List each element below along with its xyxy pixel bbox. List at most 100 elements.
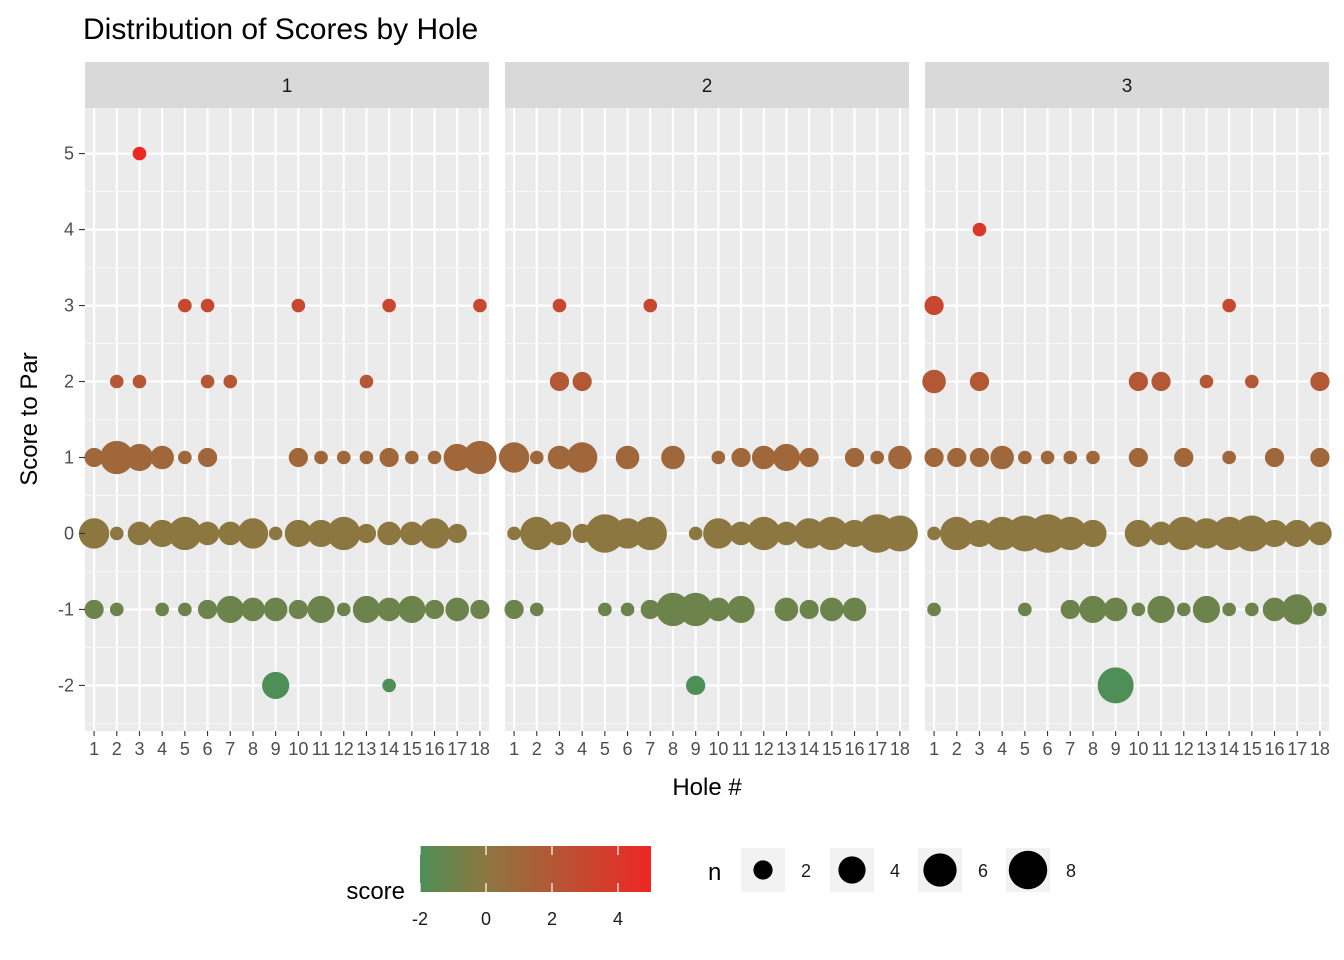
data-point: [612, 518, 643, 549]
x-tick-label: 2: [532, 739, 542, 759]
facet-strip-label: 3: [1122, 76, 1133, 97]
x-tick-label: 16: [1265, 739, 1285, 759]
x-tick-label: 7: [225, 739, 235, 759]
data-point: [969, 447, 990, 468]
data-point: [1053, 516, 1087, 551]
data-point: [109, 602, 124, 617]
data-point: [520, 516, 554, 551]
x-tick-label: 18: [890, 739, 910, 759]
data-point: [1282, 594, 1313, 625]
y-tick-label: -1: [58, 599, 74, 619]
x-tick-label: 7: [1065, 739, 1075, 759]
data-point: [552, 298, 567, 313]
x-tick-label: 5: [180, 739, 190, 759]
data-point: [382, 298, 396, 313]
data-point: [1233, 515, 1270, 552]
colorbar-label: 2: [547, 909, 557, 929]
data-point: [377, 597, 401, 622]
x-tick-label: 10: [1128, 739, 1148, 759]
facet-strip-label: 1: [282, 76, 293, 97]
data-point: [969, 371, 990, 392]
data-point: [1283, 519, 1311, 548]
x-tick-label: 1: [89, 739, 99, 759]
data-point: [688, 526, 703, 541]
x-tick-label: 10: [708, 739, 728, 759]
size-legend-label: 8: [1066, 861, 1076, 881]
data-point: [888, 445, 912, 470]
data-point: [195, 521, 220, 546]
x-tick-label: 8: [248, 739, 258, 759]
x-tick-label: 14: [379, 739, 399, 759]
data-point: [640, 599, 660, 620]
data-point: [1018, 602, 1032, 617]
data-point: [1149, 521, 1173, 546]
data-point: [1124, 519, 1152, 548]
data-point: [314, 450, 328, 465]
data-point: [1103, 597, 1128, 622]
data-point: [881, 515, 918, 552]
data-point: [352, 595, 381, 624]
y-tick-label: -2: [58, 675, 74, 695]
data-point: [1128, 371, 1148, 392]
data-point: [940, 516, 974, 551]
data-point: [572, 371, 592, 392]
data-point: [100, 440, 134, 475]
data-point: [706, 597, 731, 622]
data-point: [620, 602, 635, 617]
size-legend-dot: [1008, 850, 1048, 890]
data-point: [1086, 450, 1100, 465]
data-point: [1222, 450, 1236, 465]
x-tick-label: 5: [600, 739, 610, 759]
data-point: [424, 599, 445, 620]
data-point: [498, 442, 530, 473]
data-point: [1174, 447, 1194, 468]
data-point: [197, 599, 218, 620]
data-point: [844, 447, 865, 468]
data-point: [1264, 447, 1285, 468]
x-tick-label: 3: [554, 739, 564, 759]
size-legend-title: n: [708, 859, 721, 886]
y-axis-title: Score to Par: [16, 352, 43, 485]
x-tick-label: 1: [509, 739, 519, 759]
data-point: [1151, 371, 1171, 392]
x-tick-label: 4: [157, 739, 167, 759]
data-point: [155, 602, 169, 617]
data-point: [470, 599, 490, 620]
data-point: [359, 374, 374, 389]
data-point: [1262, 597, 1287, 622]
data-point: [84, 447, 104, 468]
data-point: [711, 450, 726, 465]
x-tick-label: 3: [974, 739, 984, 759]
data-point: [924, 295, 944, 316]
data-point: [1310, 447, 1330, 468]
x-tick-label: 11: [732, 739, 751, 759]
x-tick-label: 9: [691, 739, 701, 759]
data-point: [1192, 595, 1221, 624]
x-tick-label: 4: [577, 739, 587, 759]
data-point: [400, 521, 424, 546]
data-point: [427, 450, 442, 465]
x-tick-label: 13: [776, 739, 796, 759]
facet-strip-label: 2: [702, 76, 713, 97]
data-point: [377, 521, 401, 546]
data-point: [405, 450, 419, 465]
data-point: [870, 450, 885, 465]
data-point: [379, 447, 399, 468]
size-legend: n 2 4 6 8: [708, 848, 1076, 892]
data-point: [731, 447, 751, 468]
data-point: [815, 516, 849, 551]
data-point: [132, 146, 147, 161]
data-point: [566, 442, 598, 473]
data-point: [729, 521, 753, 546]
size-legend-label: 6: [978, 861, 988, 881]
x-tick-label: 2: [952, 739, 962, 759]
x-tick-label: 18: [1310, 739, 1330, 759]
data-point: [585, 514, 625, 553]
y-tick-label: 1: [64, 447, 74, 467]
data-point: [223, 374, 238, 389]
data-point: [793, 518, 825, 549]
x-tick-label: 4: [997, 739, 1007, 759]
data-point: [1060, 599, 1080, 620]
data-point: [382, 678, 396, 693]
data-point: [1260, 519, 1289, 548]
